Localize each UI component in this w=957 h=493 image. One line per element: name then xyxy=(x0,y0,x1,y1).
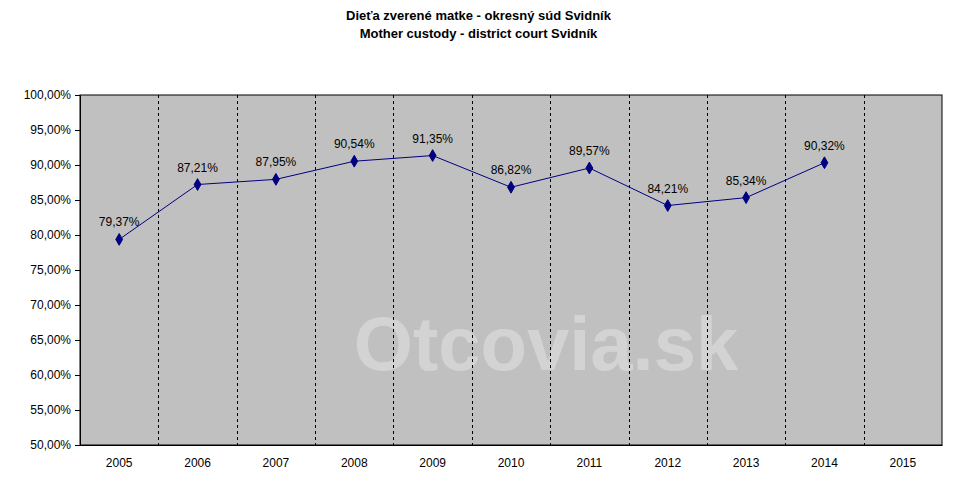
x-tick-label: 2015 xyxy=(889,456,916,470)
y-tick-label: 55,00% xyxy=(30,403,71,417)
data-label: 86,82% xyxy=(491,163,532,177)
data-label: 85,34% xyxy=(726,174,767,188)
y-tick-label: 100,00% xyxy=(24,88,72,102)
y-tick: 100,00% xyxy=(24,88,80,102)
x-tick: 2007 xyxy=(263,445,290,470)
data-label: 90,32% xyxy=(804,139,845,153)
grid-line xyxy=(785,95,786,445)
x-tick-label: 2009 xyxy=(419,456,446,470)
y-tick-label: 80,00% xyxy=(30,228,71,242)
y-tick-mark xyxy=(75,95,80,96)
y-tick-mark xyxy=(75,340,80,341)
y-tick-mark xyxy=(75,375,80,376)
y-tick-mark xyxy=(75,165,80,166)
y-tick: 70,00% xyxy=(30,298,80,312)
data-label: 87,95% xyxy=(256,155,297,169)
series-group xyxy=(116,150,828,246)
marker xyxy=(351,155,358,167)
y-tick: 85,00% xyxy=(30,193,80,207)
y-tick-label: 85,00% xyxy=(30,193,71,207)
y-tick-mark xyxy=(75,130,80,131)
x-tick: 2006 xyxy=(184,445,211,470)
x-axis-line xyxy=(81,445,943,446)
x-tick-label: 2010 xyxy=(498,456,525,470)
data-label: 84,21% xyxy=(647,182,688,196)
y-axis: 50,00% 55,00% 60,00% 65,00% 70,00% 75,00% 80,0… xyxy=(24,88,81,452)
y-tick-label: 65,00% xyxy=(30,333,71,347)
watermark: Otcovia.sk xyxy=(354,301,739,386)
x-tick: 2014 xyxy=(811,445,838,470)
grid-line xyxy=(864,95,865,445)
x-tick-label: 2011 xyxy=(576,456,602,470)
y-tick-mark xyxy=(75,305,80,306)
y-tick-mark xyxy=(75,200,80,201)
y-tick: 95,00% xyxy=(30,123,80,137)
x-tick-label: 2005 xyxy=(106,456,133,470)
grid-line xyxy=(393,95,394,445)
chart: Dieťa zverené matke - okresný súd Svidní… xyxy=(0,0,957,493)
y-tick-mark xyxy=(75,270,80,271)
y-tick: 65,00% xyxy=(30,333,80,347)
x-tick-label: 2013 xyxy=(733,456,760,470)
marker xyxy=(194,179,201,191)
y-axis-line xyxy=(75,96,81,446)
marker xyxy=(508,181,515,193)
x-tick-label: 2012 xyxy=(654,456,681,470)
data-label: 79,37% xyxy=(99,215,140,229)
grid-line xyxy=(158,95,159,445)
y-tick: 90,00% xyxy=(30,158,80,172)
y-tick: 50,00% xyxy=(30,438,80,452)
grid-line xyxy=(472,95,473,445)
title: Dieťa zverené matke - okresný súd Svidní… xyxy=(346,8,612,23)
grid xyxy=(159,95,865,445)
x-tick-label: 2007 xyxy=(263,456,290,470)
data-label: 89,57% xyxy=(569,144,610,158)
marker xyxy=(586,162,593,174)
y-tick: 55,00% xyxy=(30,403,80,417)
x-tick-label: 2006 xyxy=(184,456,211,470)
x-tick: 2012 xyxy=(654,445,681,470)
data-label: 87,21% xyxy=(177,161,218,175)
y-tick-label: 75,00% xyxy=(30,263,71,277)
y-tick-label: 90,00% xyxy=(30,158,71,172)
grid-line xyxy=(237,95,238,445)
y-tick: 80,00% xyxy=(30,228,80,242)
y-tick: 75,00% xyxy=(30,263,80,277)
x-tick: 2009 xyxy=(419,445,446,470)
y-tick-mark xyxy=(75,410,80,411)
y-tick-label: 60,00% xyxy=(30,368,71,382)
x-tick: 2015 xyxy=(889,445,916,470)
data-label: 90,54% xyxy=(334,137,375,151)
x-tick-label: 2008 xyxy=(341,456,368,470)
marker xyxy=(821,157,828,169)
marker xyxy=(273,173,280,185)
grid-line xyxy=(315,95,316,445)
y-tick-label: 95,00% xyxy=(30,123,71,137)
plot-area xyxy=(80,95,942,445)
y-tick-label: 70,00% xyxy=(30,298,71,312)
y-tick: 60,00% xyxy=(30,368,80,382)
y-tick-mark xyxy=(75,445,80,446)
x-tick: 2011 xyxy=(576,445,602,470)
marker xyxy=(743,192,750,204)
grid-line xyxy=(550,95,551,445)
x-tick: 2013 xyxy=(733,445,760,470)
plot-frame xyxy=(80,95,942,445)
x-tick-label: 2014 xyxy=(811,456,838,470)
data-labels: 79,37% 87,21% 87,95% 90,54% 91,35% 86,82% 89,5… xyxy=(99,132,845,230)
marker xyxy=(664,200,671,212)
grid-line xyxy=(629,95,630,445)
data-label: 91,35% xyxy=(412,132,453,146)
y-tick-label: 50,00% xyxy=(30,438,71,452)
x-tick: 2008 xyxy=(341,445,368,470)
marker xyxy=(429,150,436,162)
x-tick: 2010 xyxy=(498,445,525,470)
marker xyxy=(116,234,123,246)
subtitle: Mother custody - district court Svidník xyxy=(360,26,598,41)
y-tick-mark xyxy=(75,235,80,236)
series-line xyxy=(119,156,824,240)
x-axis: 2005 2006 2007 2008 2009 2010 2011 2012 2013 2014… xyxy=(81,445,943,470)
grid-line xyxy=(707,95,708,445)
x-tick: 2005 xyxy=(106,445,133,470)
